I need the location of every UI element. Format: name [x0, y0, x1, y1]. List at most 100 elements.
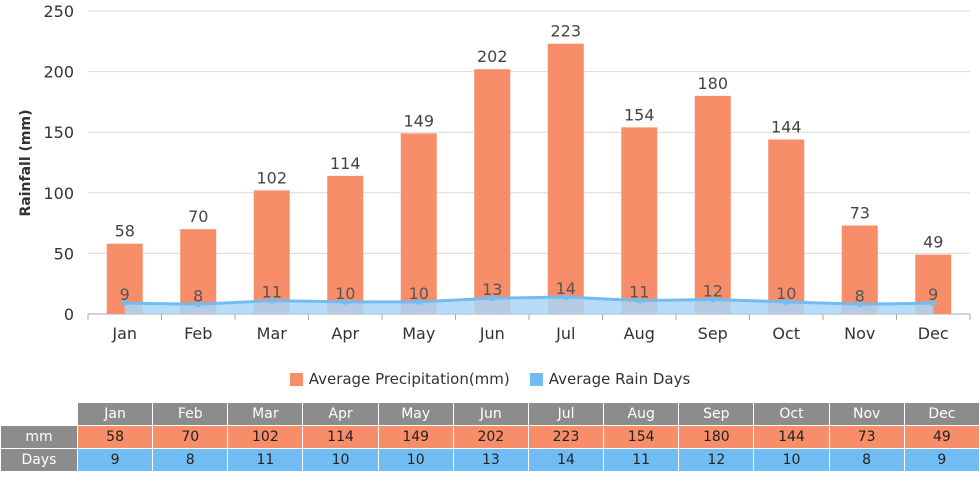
- precipitation-labels: 58 70 102 114 149 202 223 154 180 144 73 49: [115, 22, 944, 252]
- rain-days-value-label: 9: [120, 285, 130, 304]
- rain-days-value-label: 9: [928, 285, 938, 304]
- rain-days-value-label: 12: [703, 281, 723, 300]
- x-tick-label: Jun: [479, 324, 505, 343]
- legend-swatch-precipitation: [289, 372, 303, 386]
- table-cell: 202: [453, 426, 528, 448]
- precipitation-bar[interactable]: [327, 175, 364, 314]
- rain-days-value-label: 8: [193, 286, 203, 305]
- table-row-mm: mm 58 70 102 114 149 202 223 154 180 144…: [1, 426, 979, 448]
- table-cell: 14: [528, 449, 604, 471]
- precipitation-value-label: 144: [771, 117, 802, 136]
- x-tick-label: Jan: [111, 324, 137, 343]
- legend: Average Precipitation(mm) Average Rain D…: [0, 366, 980, 392]
- table-cell: 9: [904, 449, 979, 471]
- rain-days-point[interactable]: [195, 301, 202, 308]
- table-header-cell: Sep: [679, 403, 754, 425]
- rain-days-value-label: 14: [556, 279, 576, 298]
- table-cell: 58: [78, 426, 153, 448]
- precipitation-bar[interactable]: [547, 43, 584, 314]
- y-tick-label: 0: [64, 305, 74, 324]
- table-cell: 10: [378, 449, 453, 471]
- table-cell: 154: [604, 426, 679, 448]
- precipitation-value-label: 70: [188, 207, 208, 226]
- precipitation-value-label: 149: [403, 111, 434, 130]
- table-row-label: Days: [1, 449, 77, 471]
- rain-days-point[interactable]: [562, 294, 569, 301]
- legend-label-precipitation: Average Precipitation(mm): [308, 370, 510, 388]
- rain-days-point[interactable]: [636, 297, 643, 304]
- precipitation-value-label: 154: [624, 105, 655, 124]
- rain-days-point[interactable]: [268, 297, 275, 304]
- x-tick-label: Feb: [184, 324, 212, 343]
- table-cell: 223: [528, 426, 604, 448]
- x-tick-label: May: [402, 324, 435, 343]
- rain-days-value-label: 11: [629, 283, 649, 302]
- precipitation-value-label: 58: [115, 222, 135, 241]
- table-cell: 8: [829, 449, 904, 471]
- rain-days-labels: 9 8 11 10 10 13 14 11 12 10 8 9: [120, 279, 939, 305]
- x-tick-label: Dec: [918, 324, 949, 343]
- table-header-cell: Jun: [453, 403, 528, 425]
- x-tick-label: Mar: [257, 324, 288, 343]
- precipitation-bars: [106, 43, 952, 315]
- precipitation-bar[interactable]: [621, 127, 658, 315]
- rain-days-value-label: 8: [855, 286, 865, 305]
- table-cell: 10: [754, 449, 829, 471]
- precipitation-value-label: 180: [697, 74, 728, 93]
- precipitation-bar[interactable]: [768, 139, 805, 314]
- x-axis: Jan Feb Mar Apr May Jun Jul Aug Sep Oct Nov Dec: [87, 314, 971, 343]
- grid-lines: [88, 10, 970, 315]
- rain-days-point[interactable]: [709, 296, 716, 303]
- precipitation-value-label: 114: [330, 154, 361, 173]
- precipitation-value-label: 202: [477, 47, 508, 66]
- rain-days-area: [121, 294, 937, 314]
- table-header-cell: Jul: [528, 403, 604, 425]
- legend-item-rain-days[interactable]: Average Rain Days: [529, 370, 691, 388]
- rain-days-point[interactable]: [930, 300, 937, 307]
- table-cell: 8: [153, 449, 228, 471]
- table-cell: 13: [453, 449, 528, 471]
- table-header-cell: Nov: [829, 403, 904, 425]
- rain-days-point[interactable]: [342, 298, 349, 305]
- y-tick-label: 100: [43, 184, 74, 203]
- table-header-cell: Aug: [604, 403, 679, 425]
- precipitation-bar[interactable]: [400, 133, 437, 314]
- precipitation-bar[interactable]: [180, 229, 217, 314]
- legend-item-precipitation[interactable]: Average Precipitation(mm): [289, 370, 510, 388]
- data-table: Jan Feb Mar Apr May Jun Jul Aug Sep Oct …: [0, 402, 980, 472]
- y-tick-label: 200: [43, 63, 74, 82]
- table-header-cell: Dec: [904, 403, 979, 425]
- table-header-cell: Feb: [153, 403, 228, 425]
- table-cell: 49: [904, 426, 979, 448]
- table-cell: 102: [228, 426, 303, 448]
- precipitation-value-label: 223: [550, 22, 581, 41]
- y-axis-ticks: 0 50 100 150 200 250: [43, 2, 74, 324]
- precipitation-value-label: 102: [256, 168, 287, 187]
- table-cell: 11: [228, 449, 303, 471]
- rain-days-point[interactable]: [856, 301, 863, 308]
- precipitation-bar[interactable]: [841, 225, 878, 314]
- legend-swatch-rain-days: [529, 372, 543, 386]
- x-tick-label: Sep: [698, 324, 728, 343]
- precipitation-bar[interactable]: [253, 190, 290, 314]
- precipitation-bar[interactable]: [694, 95, 731, 314]
- table-cell: 10: [303, 449, 378, 471]
- rain-days-point[interactable]: [783, 298, 790, 305]
- table-cell: 114: [303, 426, 378, 448]
- table-row-label: mm: [1, 426, 77, 448]
- rain-days-point[interactable]: [489, 295, 496, 302]
- x-tick-label: Nov: [844, 324, 875, 343]
- precipitation-bar[interactable]: [474, 69, 511, 315]
- rain-days-line: [124, 295, 934, 306]
- rain-days-point[interactable]: [121, 300, 128, 307]
- y-tick-label: 150: [43, 123, 74, 142]
- rain-days-value-label: 13: [482, 280, 502, 299]
- x-tick-label: Apr: [331, 324, 359, 343]
- table-cell: 180: [679, 426, 754, 448]
- legend-label-rain-days: Average Rain Days: [548, 370, 691, 388]
- table-header-cell: Apr: [303, 403, 378, 425]
- table-cell: 149: [378, 426, 453, 448]
- table-header-cell: Jan: [78, 403, 153, 425]
- rain-days-area-fill: [124, 297, 934, 314]
- rain-days-point[interactable]: [415, 298, 422, 305]
